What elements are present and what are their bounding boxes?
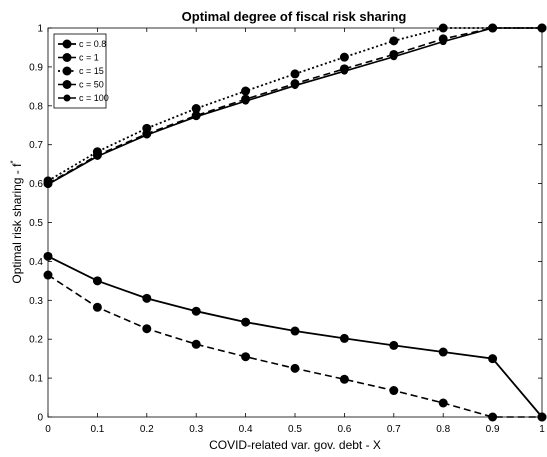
data-point	[538, 24, 546, 32]
legend-marker	[63, 94, 71, 102]
data-point	[489, 24, 497, 32]
legend-label: c = 1	[79, 53, 99, 63]
data-point	[488, 412, 498, 422]
legend-marker	[62, 80, 72, 89]
legend-label: c = 15	[79, 66, 104, 76]
legend-label: c = 100	[79, 93, 109, 103]
y-tick-label: 0.6	[29, 179, 43, 190]
data-point	[191, 306, 201, 316]
series-layer	[43, 23, 547, 422]
data-point	[339, 333, 349, 343]
data-point	[192, 113, 200, 121]
data-point	[92, 302, 102, 312]
series-c-100	[44, 24, 546, 188]
data-point	[438, 347, 448, 357]
data-point	[143, 131, 151, 139]
legend: c = 0.8 c = 1 c = 15 c = 50 c = 100	[53, 33, 109, 109]
data-point	[291, 82, 299, 90]
data-point	[93, 152, 101, 160]
data-point	[488, 354, 498, 364]
x-tick-label: 0.2	[140, 424, 154, 435]
data-point	[439, 38, 447, 46]
data-point	[191, 339, 201, 349]
x-tick-label: 1	[539, 424, 545, 435]
y-tick-label: 0.7	[29, 140, 43, 151]
y-tick-label: 0.1	[29, 374, 43, 385]
legend-label: c = 50	[79, 80, 104, 90]
data-point	[438, 23, 448, 33]
legend-marker	[62, 66, 72, 76]
series-c-1	[43, 270, 547, 422]
y-tick-label: 0.8	[29, 101, 43, 112]
x-tick-label: 0.1	[90, 424, 104, 435]
data-point	[339, 374, 349, 384]
legend-marker	[62, 53, 72, 62]
y-tick-label: 0.4	[29, 257, 43, 268]
data-point	[438, 398, 448, 408]
legend-label: c = 0.8	[79, 39, 106, 49]
x-tick-label: 0.3	[189, 424, 203, 435]
x-tick-label: 0.4	[239, 424, 253, 435]
axis-ticks: 0 0.1 0.2 0.3 0.4 0.5 0.6 0.7 0.8 0.9 1 0 0.1 0.2 0.3 0…	[29, 24, 545, 436]
x-axis-label: COVID-related var. gov. debt - X	[209, 438, 381, 452]
data-point	[43, 251, 53, 261]
x-tick-label: 0.7	[387, 424, 401, 435]
data-point	[241, 86, 251, 96]
data-point	[389, 386, 399, 396]
data-point	[191, 104, 201, 114]
data-point	[241, 352, 251, 362]
x-tick-label: 0.9	[486, 424, 500, 435]
y-tick-label: 0.2	[29, 335, 43, 346]
data-point	[390, 53, 398, 61]
data-point	[92, 276, 102, 286]
data-point	[242, 97, 250, 105]
data-point	[142, 293, 152, 303]
data-point	[339, 52, 349, 62]
y-tick-label: 0	[37, 413, 43, 424]
y-tick-label: 1	[37, 24, 43, 35]
x-tick-label: 0.5	[288, 424, 302, 435]
chart-title: Optimal degree of fiscal risk sharing	[182, 9, 407, 24]
data-point	[290, 69, 300, 79]
x-tick-label: 0	[45, 424, 51, 435]
data-point	[290, 326, 300, 336]
x-tick-label: 0.8	[436, 424, 450, 435]
data-point	[43, 270, 53, 280]
data-point	[241, 317, 251, 327]
data-point	[44, 180, 52, 188]
y-tick-label: 0.9	[29, 62, 43, 73]
series-line	[47, 27, 542, 182]
legend-marker	[62, 39, 72, 49]
y-axis-label-main: Optimal risk sharing - f	[10, 163, 24, 284]
data-point	[340, 67, 348, 75]
plot-area	[47, 27, 543, 418]
y-tick-label: 0.5	[29, 218, 43, 229]
data-point	[537, 412, 547, 422]
data-point	[389, 340, 399, 350]
x-tick-label: 0.6	[337, 424, 351, 435]
data-point	[142, 324, 152, 334]
y-tick-label: 0.3	[29, 296, 43, 307]
y-axis-label-superscript: *	[9, 160, 18, 163]
y-axis-label: Optimal risk sharing - f*	[9, 160, 24, 283]
data-point	[290, 363, 300, 373]
data-point	[389, 36, 399, 46]
